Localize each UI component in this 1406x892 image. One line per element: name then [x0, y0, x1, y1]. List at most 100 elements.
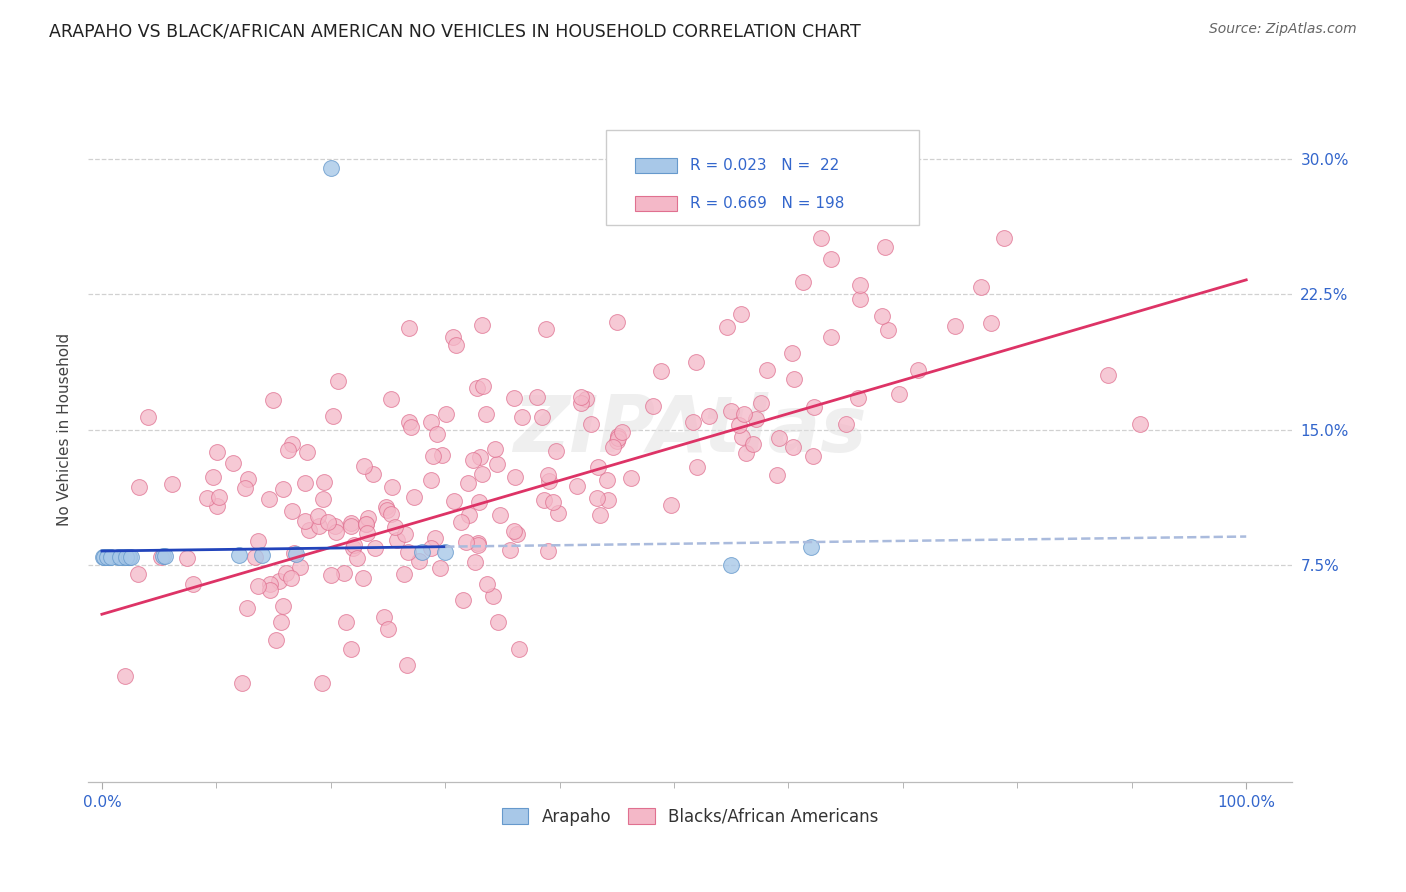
Point: [136, 409, 159, 424]
Point: [475, 407, 498, 421]
Point: [377, 503, 399, 517]
Point: [741, 437, 763, 451]
Point: [471, 467, 494, 481]
Point: [765, 468, 787, 483]
Point: [567, 479, 589, 493]
Point: [547, 506, 569, 520]
Point: [579, 417, 602, 431]
Point: [328, 374, 350, 388]
Point: [569, 390, 592, 404]
Point: [118, 549, 141, 564]
Point: [353, 458, 375, 473]
Point: [429, 561, 451, 575]
Point: [526, 390, 548, 404]
Point: [96, 550, 118, 565]
Point: [243, 550, 266, 565]
Point: [533, 493, 555, 508]
Point: [686, 460, 709, 475]
Point: [457, 508, 479, 523]
Point: [233, 481, 256, 495]
Point: [332, 566, 354, 580]
Point: [342, 541, 364, 556]
Point: [536, 544, 558, 558]
Point: [782, 441, 804, 455]
Point: [231, 676, 253, 690]
Point: [457, 476, 479, 491]
Point: [339, 516, 361, 531]
Point: [181, 576, 204, 591]
Point: [398, 415, 420, 429]
Point: [792, 275, 814, 289]
Point: [451, 592, 474, 607]
Point: [471, 379, 494, 393]
Point: [503, 391, 526, 405]
Point: [380, 508, 402, 522]
Point: [222, 456, 245, 470]
Point: [801, 450, 824, 464]
Point: [820, 330, 842, 344]
Point: [835, 417, 858, 431]
Point: [308, 519, 330, 533]
Point: [395, 658, 418, 673]
Point: [335, 615, 357, 629]
Point: [499, 543, 522, 558]
Point: [733, 408, 755, 422]
Point: [697, 409, 720, 423]
Point: [465, 381, 488, 395]
Point: [434, 408, 457, 422]
Point: [443, 494, 465, 508]
Point: [208, 490, 231, 504]
Point: [846, 391, 869, 405]
Point: [266, 633, 288, 648]
Point: [980, 316, 1002, 330]
Point: [659, 498, 682, 512]
Point: [620, 471, 643, 485]
Point: [734, 446, 756, 460]
Point: [314, 475, 336, 489]
Point: [323, 518, 346, 533]
Point: [505, 527, 527, 541]
Point: [508, 642, 530, 657]
Point: [602, 440, 624, 454]
Point: [149, 549, 172, 564]
Y-axis label: No Vehicles in Household: No Vehicles in Household: [58, 334, 72, 526]
Point: [430, 448, 453, 462]
Point: [277, 443, 299, 458]
Point: [152, 549, 174, 564]
Point: [280, 571, 302, 585]
Point: [93, 550, 115, 565]
Point: [396, 545, 419, 559]
Point: [319, 161, 342, 175]
Point: [325, 524, 347, 539]
Point: [207, 499, 229, 513]
Point: [297, 445, 319, 459]
Point: [870, 309, 893, 323]
Point: [262, 392, 284, 407]
Point: [467, 535, 489, 549]
Point: [434, 544, 457, 558]
Point: [907, 363, 929, 377]
Point: [510, 409, 533, 424]
Point: [887, 387, 910, 401]
Point: [247, 579, 270, 593]
Point: [943, 318, 966, 333]
Point: [235, 601, 257, 615]
Point: [352, 571, 374, 585]
Point: [93, 550, 115, 565]
Point: [426, 427, 449, 442]
Point: [238, 472, 260, 486]
Point: [380, 392, 402, 406]
FancyBboxPatch shape: [634, 158, 676, 173]
Point: [267, 574, 290, 588]
Point: [114, 669, 136, 683]
Point: [783, 372, 806, 386]
Legend: Arapaho, Blacks/African Americans: Arapaho, Blacks/African Americans: [494, 799, 887, 834]
Point: [257, 491, 280, 506]
Point: [112, 550, 135, 565]
Point: [425, 531, 447, 545]
Point: [117, 549, 139, 564]
Point: [464, 555, 486, 569]
Text: R = 0.669   N = 198: R = 0.669 N = 198: [690, 196, 845, 211]
Point: [202, 470, 225, 484]
Point: [575, 392, 598, 406]
